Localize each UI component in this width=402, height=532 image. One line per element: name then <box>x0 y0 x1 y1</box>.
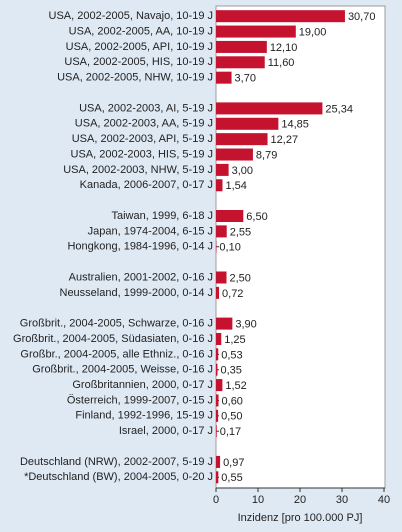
bar <box>216 363 218 376</box>
value-label: 0,10 <box>219 242 240 254</box>
y-tick-label: Hongkong, 1984-1996, 0-14 J <box>67 241 213 253</box>
y-tick-label: USA, 2002-2003, API, 5-19 J <box>72 133 213 145</box>
y-tick-label: *Deutschland (BW), 2004-2005, 0-20 J <box>24 471 213 483</box>
x-tick-label: 20 <box>294 494 306 506</box>
bar <box>216 210 244 223</box>
x-tick-label: 30 <box>336 494 348 506</box>
value-label: 25,34 <box>325 103 353 115</box>
y-tick-label: Deutschland (NRW), 2002-2007, 5-19 J <box>20 456 213 468</box>
value-label: 2,55 <box>230 226 251 238</box>
y-tick-label: Großbrit., 2004-2005, Weisse, 0-16 J <box>32 364 213 376</box>
bar <box>216 71 232 84</box>
value-label: 1,25 <box>224 334 245 346</box>
bar <box>216 163 229 176</box>
y-tick-label: USA, 2002-2003, AA, 5-19 J <box>75 118 213 130</box>
bar <box>216 10 345 23</box>
bar <box>216 56 265 69</box>
bar <box>216 348 219 361</box>
bar <box>216 455 221 468</box>
y-tick-label: USA, 2002-2005, Navajo, 10-19 J <box>49 10 214 22</box>
value-label: 3,70 <box>235 73 256 85</box>
y-tick-label: Israel, 2000, 0-17 J <box>119 425 213 437</box>
value-label: 8,79 <box>256 149 277 161</box>
bar <box>216 332 222 345</box>
value-label: 6,50 <box>246 211 267 223</box>
y-tick-label: USA, 2002-2003, HIS, 5-19 J <box>71 148 213 160</box>
bar <box>216 102 323 115</box>
bar <box>216 394 219 407</box>
value-label: 0,53 <box>221 349 242 361</box>
value-label: 0,72 <box>222 288 243 300</box>
value-label: 12,10 <box>270 42 298 54</box>
bar <box>216 179 223 192</box>
y-tick-label: USA, 2002-2003, AI, 5-19 J <box>79 102 213 114</box>
bar <box>216 25 296 38</box>
y-tick-label: Taiwan, 1999, 6-18 J <box>111 210 213 222</box>
value-label: 12,27 <box>271 134 299 146</box>
y-tick-label: USA, 2002-2005, NHW, 10-19 J <box>57 72 213 84</box>
bar <box>216 471 219 484</box>
value-label: 0,55 <box>221 472 242 484</box>
bar <box>216 148 253 161</box>
value-label: 30,70 <box>348 11 376 23</box>
value-label: 0,60 <box>222 395 243 407</box>
value-label: 3,00 <box>232 165 253 177</box>
value-label: 0,17 <box>220 426 241 438</box>
y-tick-label: Österreich, 1999-2007, 0-15 J <box>67 394 213 406</box>
bar <box>216 379 223 392</box>
y-tick-label: USA, 2002-2005, API, 10-19 J <box>66 41 213 53</box>
x-tick-label: 40 <box>378 494 390 506</box>
bar <box>216 40 267 53</box>
bar <box>216 286 220 299</box>
value-label: 14,85 <box>281 119 309 131</box>
bar <box>216 133 268 146</box>
bar <box>216 425 217 438</box>
y-tick-label: USA, 2002-2003, NHW, 5-19 J <box>63 164 213 176</box>
value-label: 1,54 <box>225 180 246 192</box>
bar <box>216 271 227 284</box>
y-tick-label: Finland, 1992-1996, 15-19 J <box>75 410 213 422</box>
x-axis-label: Inzidenz [pro 100.000 PJ] <box>238 512 363 524</box>
x-tick-label: 10 <box>252 494 264 506</box>
value-label: 11,60 <box>268 57 295 69</box>
y-tick-label: Japan, 1974-2004, 6-15 J <box>88 225 213 237</box>
value-label: 1,52 <box>225 380 246 392</box>
x-tick-label: 0 <box>213 494 219 506</box>
value-label: 0,97 <box>223 457 244 469</box>
bar <box>216 317 233 330</box>
y-tick-label: Australien, 2001-2002, 0-16 J <box>69 271 213 283</box>
value-label: 19,00 <box>299 26 327 38</box>
bar <box>216 225 227 238</box>
y-tick-label: USA, 2002-2005, AA, 10-19 J <box>69 25 213 37</box>
y-tick-label: Kanada, 2006-2007, 0-17 J <box>80 179 213 191</box>
bar <box>216 117 279 130</box>
value-label: 0,50 <box>221 411 242 423</box>
value-label: 2,50 <box>230 272 251 284</box>
y-tick-label: Großbrit., 2004-2005, Südasiaten, 0-16 J <box>13 333 213 345</box>
y-tick-label: Großbr., 2004-2005, alle Ethniz., 0-16 J <box>20 348 213 360</box>
bar <box>216 409 219 422</box>
y-tick-label: Großbrit., 2004-2005, Schwarze, 0-16 J <box>20 318 213 330</box>
plot-area <box>215 5 386 489</box>
y-tick-label: Neusseland, 1999-2000, 0-14 J <box>60 287 214 299</box>
y-tick-label: Großbritannien, 2000, 0-17 J <box>72 379 213 391</box>
value-label: 3,90 <box>235 319 256 331</box>
value-label: 0,35 <box>220 365 241 377</box>
y-tick-label: USA, 2002-2005, HIS, 10-19 J <box>64 56 213 68</box>
